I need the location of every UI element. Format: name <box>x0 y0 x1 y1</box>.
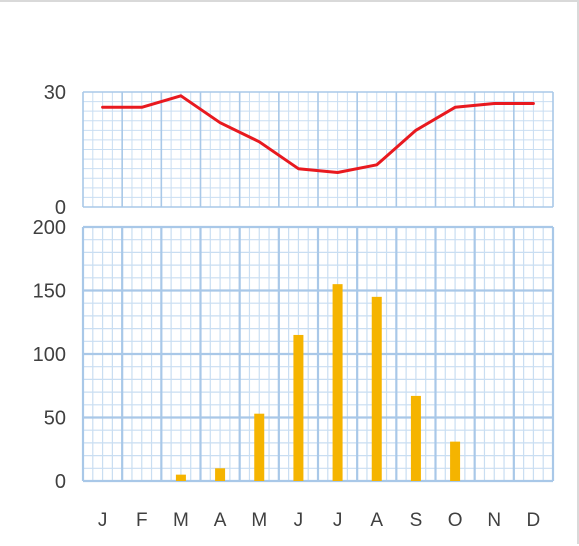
month-tick-label: M <box>251 510 267 531</box>
month-tick-label: N <box>487 510 501 531</box>
month-tick-label: M <box>173 510 189 531</box>
precipitation-bar <box>410 395 421 481</box>
precipitation-bar <box>175 474 186 481</box>
month-tick-label: J <box>333 510 343 531</box>
month-tick-label: J <box>98 510 108 531</box>
precipitation-bar <box>371 296 382 481</box>
temp-major-grid <box>82 91 554 208</box>
month-tick-label: S <box>410 510 423 531</box>
rain-y-tick-label: 150 <box>33 281 66 303</box>
temperature-line <box>101 94 535 174</box>
precipitation-bar-panel: 0 50 100 150 200 J F M A M J J A S O N D <box>33 217 555 531</box>
precipitation-bar <box>293 334 304 481</box>
month-tick-label: A <box>370 510 383 531</box>
precipitation-bar <box>332 284 343 481</box>
rain-major-grid <box>81 225 555 483</box>
rain-y-tick-label: 0 <box>55 471 66 493</box>
temp-y-tick-label: 30 <box>44 82 66 104</box>
precipitation-bar <box>450 441 461 481</box>
rain-y-tick-label: 100 <box>33 344 66 366</box>
precipitation-bar <box>254 413 265 481</box>
rain-y-tick-label: 200 <box>33 217 66 239</box>
rain-y-tick-label: 50 <box>44 408 66 430</box>
month-tick-label: J <box>294 510 304 531</box>
precipitation-bar <box>215 468 226 481</box>
month-tick-label: F <box>136 510 148 531</box>
month-tick-label: D <box>527 510 541 531</box>
month-tick-label: A <box>214 510 227 531</box>
temp-y-tick-label: 0 <box>55 197 66 219</box>
month-tick-label: O <box>448 510 463 531</box>
temperature-line-panel: 0 30 <box>44 82 554 219</box>
